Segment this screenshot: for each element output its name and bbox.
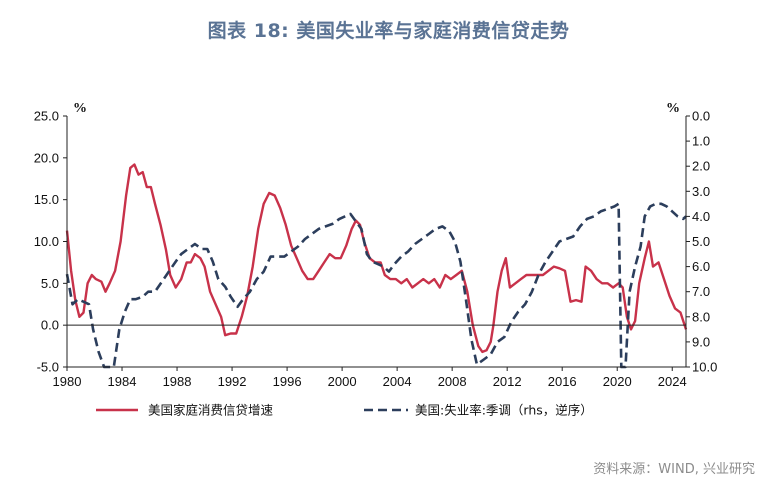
- series-line-unemployment: [65, 202, 687, 369]
- right-tick-label: 8.0: [692, 309, 710, 324]
- x-tick-label: 2008: [438, 374, 467, 389]
- chart-title: 图表 18: 美国失业率与家庭消费信贷走势: [207, 20, 570, 42]
- x-tick-label: 2004: [383, 374, 412, 389]
- right-tick-label: 1.0: [692, 134, 710, 149]
- series-line-consumer-credit: [65, 163, 688, 354]
- x-tick-label: 2016: [548, 374, 577, 389]
- left-tick-label: 10.0: [34, 234, 59, 249]
- right-tick-label: 7.0: [692, 284, 710, 299]
- x-tick-label: 2020: [603, 374, 632, 389]
- legend-label-unemployment: 美国:失业率:季调（rhs，逆序）: [415, 403, 593, 418]
- x-tick-label: 2024: [658, 374, 687, 389]
- right-unit-label: %: [666, 101, 680, 116]
- right-tick-label: 10.0: [692, 360, 717, 375]
- legend-label-consumer-credit: 美国家庭消费信贷增速: [148, 403, 274, 418]
- right-tick-label: 4.0: [692, 209, 710, 224]
- x-tick-label: 1988: [163, 374, 192, 389]
- left-tick-label: 5.0: [41, 276, 59, 291]
- right-tick-label: 5.0: [692, 234, 710, 249]
- x-tick-label: 1992: [218, 374, 247, 389]
- x-tick-label: 2000: [328, 374, 357, 389]
- left-tick-label: 15.0: [34, 192, 59, 207]
- left-tick-label: 25.0: [34, 109, 59, 124]
- right-tick-label: 0.0: [692, 109, 710, 124]
- right-tick-label: 3.0: [692, 184, 710, 199]
- left-tick-label: 20.0: [34, 150, 59, 165]
- right-tick-label: 2.0: [692, 159, 710, 174]
- left-tick-label: -5.0: [37, 360, 59, 375]
- right-tick-label: 6.0: [692, 259, 710, 274]
- x-tick-label: 1980: [53, 374, 82, 389]
- x-tick-label: 2012: [493, 374, 522, 389]
- legend: 美国家庭消费信贷增速 美国:失业率:季调（rhs，逆序）: [96, 403, 593, 418]
- left-tick-label: 0.0: [41, 318, 59, 333]
- left-unit-label: %: [73, 101, 87, 116]
- x-tick-label: 1984: [108, 374, 137, 389]
- source-note: 资料来源：WIND, 兴业研究: [593, 462, 755, 477]
- x-tick-label: 1996: [273, 374, 302, 389]
- right-tick-label: 9.0: [692, 334, 710, 349]
- axes: 25.0 20.0 15.0 10.0 5.0 0.0 -5.0 0.0 1.0 2.0 3.0 4.…: [34, 101, 718, 389]
- plot-area: [65, 163, 688, 369]
